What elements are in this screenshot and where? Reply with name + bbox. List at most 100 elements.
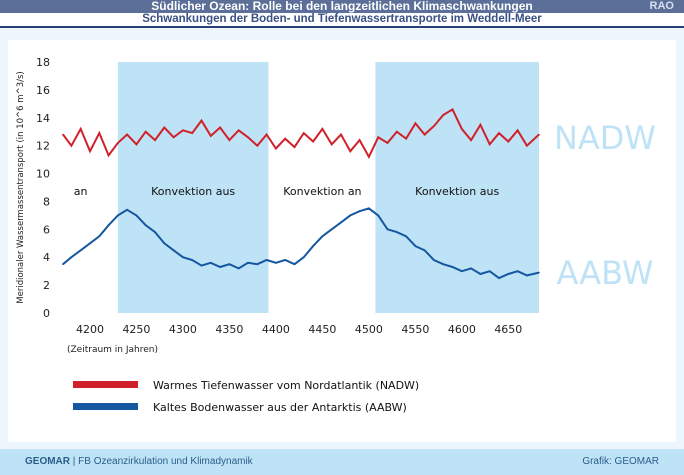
data-point — [442, 114, 445, 116]
title-text: Südlicher Ozean: Rolle bei den langzeitl… — [151, 0, 533, 13]
data-point — [368, 156, 370, 158]
x-tick-label: 4650 — [494, 323, 522, 336]
series-line-nadw — [62, 107, 540, 159]
data-point — [107, 154, 110, 157]
data-point — [349, 150, 352, 153]
data-point — [126, 133, 128, 136]
data-point — [191, 259, 194, 261]
footer: GEOMAR | FB Ozeanzirkulation und Klimady… — [0, 449, 684, 475]
y-tick-label: 4 — [43, 251, 50, 264]
legend-swatch — [73, 403, 138, 410]
x-tick-label: 4450 — [308, 323, 336, 336]
data-point — [461, 128, 463, 130]
data-point — [182, 256, 184, 259]
data-point — [89, 242, 91, 245]
data-point — [405, 137, 407, 140]
data-point — [154, 139, 156, 141]
y-tick-label: 18 — [36, 56, 50, 69]
data-point — [98, 235, 101, 238]
x-tick-label: 4550 — [401, 323, 429, 336]
data-point — [237, 267, 240, 270]
data-point — [526, 274, 528, 277]
data-point — [358, 210, 361, 213]
data-point — [163, 242, 166, 245]
data-point — [516, 270, 519, 272]
data-point — [498, 277, 500, 279]
data-point — [526, 144, 528, 147]
data-point — [62, 133, 64, 136]
y-tick-label: 16 — [36, 84, 50, 97]
data-point — [498, 132, 500, 134]
data-point — [479, 123, 482, 126]
data-point — [70, 144, 73, 147]
data-point — [144, 224, 147, 226]
chart-card: an Konvektion aus Konvektion an Konvektion … — [8, 40, 676, 442]
data-point — [433, 259, 435, 261]
data-point — [395, 231, 398, 233]
footer-org-name: GEOMAR — [25, 456, 70, 467]
x-tick-label: 4500 — [355, 323, 383, 336]
data-point — [172, 136, 175, 139]
data-point — [228, 139, 231, 141]
footer-credit: Grafik: GEOMAR — [582, 456, 659, 467]
data-point — [538, 133, 540, 136]
data-point — [423, 133, 426, 136]
x-tick-label: 4600 — [448, 323, 476, 336]
data-point — [423, 249, 426, 252]
data-point — [154, 231, 156, 233]
y-tick-label: 2 — [43, 279, 50, 292]
data-point — [340, 221, 342, 224]
x-tick-label: 4350 — [215, 323, 243, 336]
data-point — [368, 207, 370, 210]
data-point — [386, 142, 389, 144]
band-label: Konvektion aus — [151, 185, 235, 198]
data-point — [89, 150, 91, 153]
x-tick-label: 4400 — [262, 323, 290, 336]
data-point — [200, 264, 203, 267]
data-point — [377, 214, 379, 217]
series-side-label: AABW — [556, 254, 653, 292]
data-point — [470, 267, 472, 270]
data-point — [349, 214, 352, 217]
data-point — [302, 132, 305, 134]
y-tick-label: 6 — [43, 223, 50, 236]
data-point — [293, 146, 296, 148]
data-point — [451, 266, 454, 268]
data-point — [507, 140, 510, 143]
header-title: Südlicher Ozean: Rolle bei den langzeitl… — [0, 0, 684, 13]
band-label: an — [74, 185, 88, 198]
data-point — [312, 140, 314, 143]
data-point — [433, 125, 435, 127]
data-point — [405, 235, 407, 238]
data-point — [479, 273, 482, 275]
data-point — [182, 129, 184, 132]
data-point — [470, 139, 472, 141]
data-point — [386, 228, 389, 231]
data-point — [62, 263, 64, 265]
data-point — [79, 128, 82, 130]
data-point — [126, 209, 128, 211]
data-point — [275, 147, 277, 150]
data-point — [302, 256, 305, 259]
data-point — [172, 249, 175, 252]
data-point — [293, 263, 296, 265]
data-point — [117, 214, 119, 217]
data-point — [256, 144, 259, 147]
data-point — [265, 133, 268, 136]
y-tick-label: 0 — [43, 307, 50, 320]
y-tick-label: 10 — [36, 168, 50, 181]
data-point — [265, 259, 268, 261]
footer-org: GEOMAR | FB Ozeanzirkulation und Klimady… — [25, 449, 253, 475]
data-point — [70, 256, 73, 259]
data-point — [284, 259, 286, 261]
legend-label: Kaltes Bodenwasser aus der Antarktis (AA… — [153, 401, 407, 414]
convection-band — [117, 62, 269, 313]
data-point — [219, 126, 221, 129]
data-point — [414, 245, 417, 247]
convection-band — [375, 62, 539, 313]
data-point — [330, 143, 333, 146]
data-point — [144, 130, 147, 133]
data-point — [219, 266, 221, 268]
data-point — [321, 128, 324, 130]
data-point — [358, 139, 361, 141]
